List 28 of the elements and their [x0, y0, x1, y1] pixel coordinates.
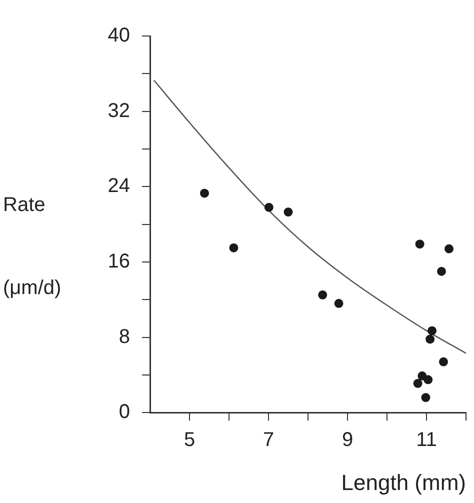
point [444, 244, 454, 254]
point [426, 334, 435, 344]
x-tick-label: 9 [342, 429, 354, 452]
point [428, 326, 437, 336]
y-tick-label: 0 [118, 401, 130, 424]
y-tick-label: 8 [118, 326, 130, 348]
point [200, 188, 210, 198]
point [334, 298, 344, 308]
y-tick-label: 32 [108, 100, 130, 122]
x-tick-label: 7 [262, 429, 274, 452]
point [318, 290, 328, 300]
x-tick-label: 11 [416, 429, 437, 452]
y-tick-label: 16 [108, 250, 130, 272]
x-axis-title: Length (mm) [341, 470, 466, 495]
point [413, 378, 422, 388]
point [438, 357, 448, 366]
point [264, 202, 274, 212]
point [437, 266, 446, 276]
x-tick-label: 5 [184, 429, 196, 452]
text: Rate (μm/d) [3, 194, 62, 299]
y-tick-label: 40 [108, 24, 130, 47]
point [415, 240, 424, 249]
point [229, 243, 238, 252]
point [424, 375, 433, 384]
y-tick-label: 24 [108, 175, 130, 198]
point [421, 393, 430, 402]
line-series [153, 80, 466, 354]
point [284, 208, 293, 217]
